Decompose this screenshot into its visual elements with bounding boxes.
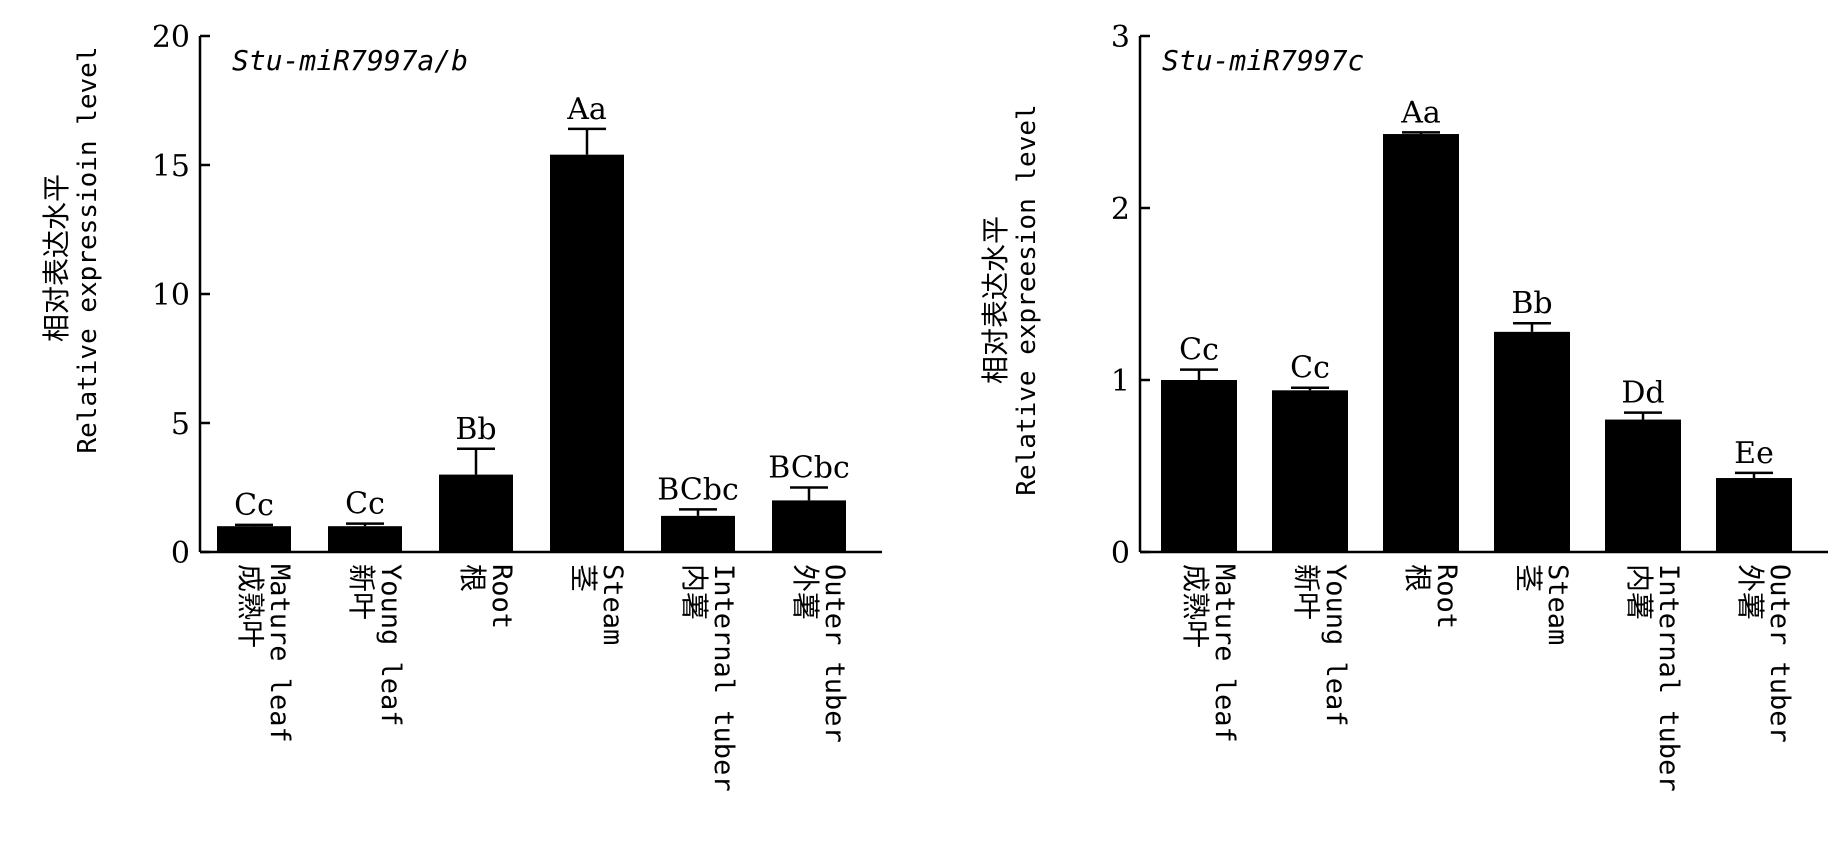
y-tick-label: 0	[171, 536, 190, 571]
x-tick-label-en: Root	[486, 564, 517, 629]
y-tick-label: 5	[171, 407, 190, 442]
significance-label: Aa	[1400, 95, 1441, 130]
significance-label: BCbc	[768, 451, 850, 486]
x-tick-label-cn: 外薯	[1734, 564, 1767, 620]
x-tick-label-en: Mature leaf	[264, 564, 295, 743]
significance-label: Ee	[1734, 436, 1774, 471]
significance-label: Cc	[345, 487, 385, 522]
bar	[1605, 419, 1681, 552]
bar	[1161, 380, 1237, 552]
x-tick-label-cn: 茎	[567, 564, 600, 592]
y-tick-label: 15	[152, 149, 190, 184]
x-tick-label-en: Steam	[1542, 564, 1573, 645]
bar	[1716, 478, 1792, 552]
x-tick-label-en: Internal tuber	[1653, 564, 1684, 792]
x-tick-label-cn: 成熟叶	[1179, 564, 1212, 648]
bar	[1494, 331, 1570, 552]
x-tick-label-cn: 外薯	[789, 564, 822, 620]
significance-label: Aa	[566, 92, 607, 127]
x-tick-label-cn: 新叶	[1290, 564, 1323, 620]
y-tick-label: 20	[152, 20, 190, 55]
chart-stu-mir7997c: 相对表达水平 Relative expreesion level Stu-miR…	[979, 20, 1828, 792]
chart-title: Stu-miR7997c	[1162, 44, 1364, 77]
x-tick-label-en: Mature leaf	[1209, 564, 1240, 743]
x-tick-label-en: Root	[1431, 564, 1462, 629]
y-axis-title-cn: 相对表达水平	[979, 216, 1012, 384]
significance-label: Cc	[1290, 351, 1330, 386]
bar	[328, 526, 402, 552]
y-tick-label: 1	[1111, 364, 1130, 399]
chart-stu-mir7997ab: 相对表达水平 Relative expressioin level Stu-mi…	[40, 20, 882, 792]
chart-title: Stu-miR7997a/b	[232, 44, 468, 77]
x-tick-label-en: Internal tuber	[708, 564, 739, 792]
bar	[661, 515, 735, 552]
bar	[1383, 134, 1459, 553]
bar	[550, 154, 624, 552]
y-axis-title-cn: 相对表达水平	[40, 174, 73, 342]
significance-label: Bb	[455, 412, 496, 447]
x-tick-label-en: Young leaf	[375, 564, 406, 727]
significance-label: BCbc	[657, 472, 739, 507]
bar	[772, 500, 846, 552]
x-tick-label-en: Steam	[597, 564, 628, 645]
bar	[439, 474, 513, 552]
y-axis-title-en: Relative expressioin level	[73, 47, 103, 454]
x-tick-label-cn: 内薯	[678, 564, 711, 620]
significance-label: Dd	[1621, 376, 1664, 411]
bar	[1272, 390, 1348, 552]
x-tick-label-cn: 根	[456, 564, 489, 592]
x-tick-label-cn: 茎	[1512, 564, 1545, 592]
bar	[217, 526, 291, 552]
y-tick-label: 10	[152, 278, 190, 313]
x-tick-label-cn: 根	[1401, 564, 1434, 592]
significance-label: Cc	[1179, 333, 1219, 368]
x-tick-label-en: Outer tuber	[1764, 564, 1795, 743]
x-tick-label-cn: 成熟叶	[234, 564, 267, 648]
x-tick-label-en: Young leaf	[1320, 564, 1351, 727]
x-tick-label-cn: 新叶	[345, 564, 378, 620]
significance-label: Cc	[234, 488, 274, 523]
x-tick-label-en: Outer tuber	[819, 564, 850, 743]
y-tick-label: 0	[1111, 536, 1130, 571]
y-axis-title-en: Relative expreesion level	[1012, 104, 1042, 495]
y-tick-label: 2	[1111, 192, 1130, 227]
significance-label: Bb	[1511, 286, 1552, 321]
y-tick-label: 3	[1111, 20, 1130, 55]
x-tick-label-cn: 内薯	[1623, 564, 1656, 620]
